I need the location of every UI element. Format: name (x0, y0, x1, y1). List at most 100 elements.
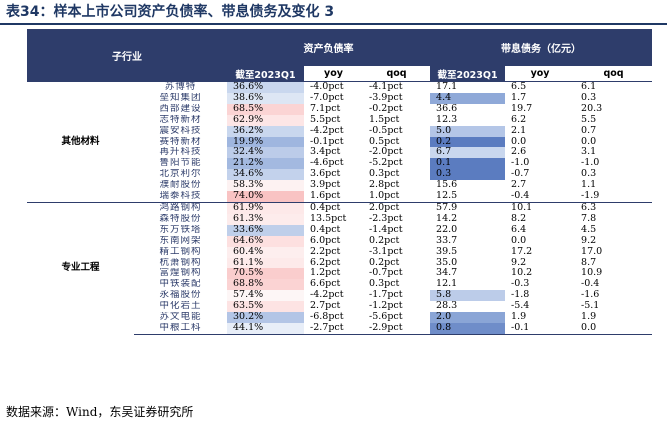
debt-ratio-qoq: 0.5pct (369, 136, 400, 147)
interest-debt-qoq: 1.1 (581, 180, 597, 191)
debt-ratio-yoy: -2.7pct (304, 322, 363, 335)
company-name: 再升科技 (159, 147, 202, 158)
interest-debt: 5.8 (430, 290, 506, 302)
table-row: 北京利尔 34.6% 3.6pct 0.3pct 0.3 -0.7 0.3 (27, 169, 652, 181)
interest-debt-qoq: 0.7 (581, 125, 597, 136)
interest-debt-yoy: 2.1 (511, 125, 527, 136)
debt-ratio-yoy: 6.6pct (310, 279, 341, 290)
debt-ratio-yoy: 0.4pct (310, 224, 341, 235)
debt-ratio-yoy: 5.5pct (310, 114, 341, 125)
company-name: 赛特新材 (159, 136, 202, 147)
debt-ratio: 61.9% (227, 201, 304, 214)
header-debt-date: 截至2023Q1 (430, 66, 506, 82)
table-row: 再升科技 32.4% 3.4pct -2.0pct 6.7 2.6 3.1 (27, 147, 652, 159)
debt-ratio-yoy: 6.2pct (310, 257, 341, 268)
interest-debt: 33.7 (436, 235, 458, 246)
table-row: 赛特新材 19.9% -0.1pct 0.5pct 0.2 0.0 0.0 (27, 136, 652, 148)
debt-ratio: 74.0% (227, 191, 304, 203)
debt-ratio-qoq: 0.2pct (369, 235, 400, 246)
company-name: 中铁装配 (159, 279, 202, 290)
interest-debt-qoq: -1.9 (581, 191, 600, 202)
company-name: 瑞泰科技 (159, 191, 202, 202)
table-row: 中化岩土 63.5% 2.7pct -1.2pct 28.3 -5.4 -5.1 (27, 301, 652, 313)
interest-debt: 36.6 (436, 103, 458, 114)
interest-debt-qoq: -0.4 (581, 279, 600, 290)
debt-ratio-qoq: -1.4pct (369, 224, 403, 235)
header-debt-yoy: yoy (505, 66, 576, 82)
debt-ratio-yoy: -4.2pct (310, 125, 344, 136)
company-name: 中化岩土 (159, 301, 202, 312)
group-label: 专业工程 (27, 201, 134, 335)
debt-ratio-yoy: 1.2pct (310, 268, 341, 279)
debt-ratio-yoy: 7.1pct (310, 103, 341, 114)
interest-debt-yoy: 6.5 (505, 80, 576, 93)
debt-ratio: 21.2% (227, 158, 304, 170)
debt-ratio-yoy: 0.4pct (304, 201, 363, 214)
debt-ratio-qoq: -2.3pct (369, 213, 403, 224)
debt-ratio-qoq: 2.8pct (369, 180, 400, 191)
debt-ratio: 44.1% (227, 322, 304, 335)
company-name: 精工钢构 (159, 246, 202, 257)
interest-debt-yoy: 2.6 (511, 147, 527, 158)
company-name: 苏博特 (134, 80, 227, 93)
debt-ratio-qoq: 2.0pct (363, 201, 431, 214)
debt-ratio: 62.9% (227, 114, 304, 126)
interest-debt: 12.5 (436, 191, 458, 202)
interest-debt: 12.1 (436, 279, 458, 290)
debt-ratio-qoq: -5.2pct (369, 158, 403, 169)
interest-debt-yoy: -0.4 (511, 191, 530, 202)
debt-ratio-yoy: -4.2pct (310, 290, 344, 301)
debt-ratio-yoy: 2.7pct (310, 301, 341, 312)
table-row: 鲁阳节能 21.2% -4.6pct -5.2pct 0.1 -1.0 -1.0 (27, 158, 652, 170)
company-name: 志特新材 (159, 114, 202, 125)
debt-table: 子行业 资产负债率 带息债务（亿元） 截至2023Q1 yoy qoq 截至20… (27, 29, 653, 335)
interest-debt-yoy: 1.7 (511, 92, 527, 103)
interest-debt-yoy: 0.0 (511, 235, 527, 246)
interest-debt: 0.8 (430, 322, 506, 335)
debt-ratio-qoq: -0.7pct (369, 268, 403, 279)
company-name: 东方铁塔 (159, 224, 202, 235)
table-body: 其他材料 苏博特 36.6% -4.0pct -4.1pct 17.1 6.5 6.1 垒知集团… (27, 80, 653, 335)
debt-ratio-qoq: -0.5pct (369, 125, 403, 136)
table-row: 中铁装配 68.8% 6.6pct 0.3pct 12.1 -0.3 -0.4 (27, 279, 652, 291)
company-name: 震安科技 (159, 125, 202, 136)
interest-debt-qoq: 20.3 (581, 103, 603, 114)
debt-ratio-yoy: -4.0pct (304, 80, 363, 93)
interest-debt: 39.5 (436, 246, 458, 257)
interest-debt: 57.9 (430, 201, 506, 214)
company-name: 苏文电能 (159, 312, 202, 323)
header-industry: 子行业 (27, 29, 227, 82)
interest-debt-qoq: 9.2 (581, 235, 597, 246)
header-ratio-date: 截至2023Q1 (227, 66, 304, 82)
debt-ratio-qoq: -5.6pct (369, 312, 403, 323)
header-debt-ratio: 资产负债率 (227, 29, 431, 66)
interest-debt: 12.3 (436, 114, 458, 125)
interest-debt-qoq: -1.6 (581, 290, 600, 301)
table-row: 永福股份 57.4% -4.2pct -1.7pct 5.8 -1.8 -1.6 (27, 290, 652, 302)
interest-debt: 28.3 (436, 301, 458, 312)
table-row: 西部建设 68.5% 7.1pct -0.2pct 36.6 19.7 20.3 (27, 103, 652, 115)
debt-ratio-yoy: -6.8pct (310, 312, 344, 323)
table-row: 专业工程 鸿路钢构 61.9% 0.4pct 2.0pct 57.9 10.1 6.3 (27, 201, 653, 335)
company-name: 鲁阳节能 (159, 158, 202, 169)
table-row: 垒知集团 38.6% -7.0pct -3.9pct 4.4 1.7 0.3 (27, 92, 652, 104)
interest-debt: 17.1 (430, 80, 506, 93)
table-row: 濮耐股份 58.3% 3.9pct 2.8pct 15.6 2.7 1.1 (27, 180, 652, 192)
debt-ratio-yoy: 3.6pct (310, 169, 341, 180)
interest-debt-yoy: 0.0 (511, 136, 527, 147)
interest-debt: 2.0 (430, 312, 506, 323)
header-ratio-qoq: qoq (363, 66, 431, 82)
debt-ratio: 64.6% (227, 235, 304, 247)
debt-ratio: 38.6% (227, 92, 304, 104)
interest-debt-yoy: -5.4 (511, 301, 530, 312)
interest-debt-qoq: 0.3 (581, 169, 597, 180)
interest-debt-yoy: -0.3 (511, 279, 530, 290)
interest-debt: 22.0 (436, 224, 458, 235)
table-row: 苏文电能 30.2% -6.8pct -5.6pct 2.0 1.9 1.9 (27, 312, 652, 323)
interest-debt-qoq: 0.0 (581, 136, 597, 147)
table-row: 精工钢构 60.4% 2.2pct -3.1pct 39.5 17.2 17.0 (27, 246, 652, 258)
debt-ratio-qoq: -4.1pct (363, 80, 431, 93)
debt-ratio-qoq: -2.9pct (363, 322, 431, 335)
interest-debt-yoy: -1.0 (511, 158, 530, 169)
table-title: 表34：样本上市公司资产负债率、带息债务及变化 3 (6, 4, 335, 20)
